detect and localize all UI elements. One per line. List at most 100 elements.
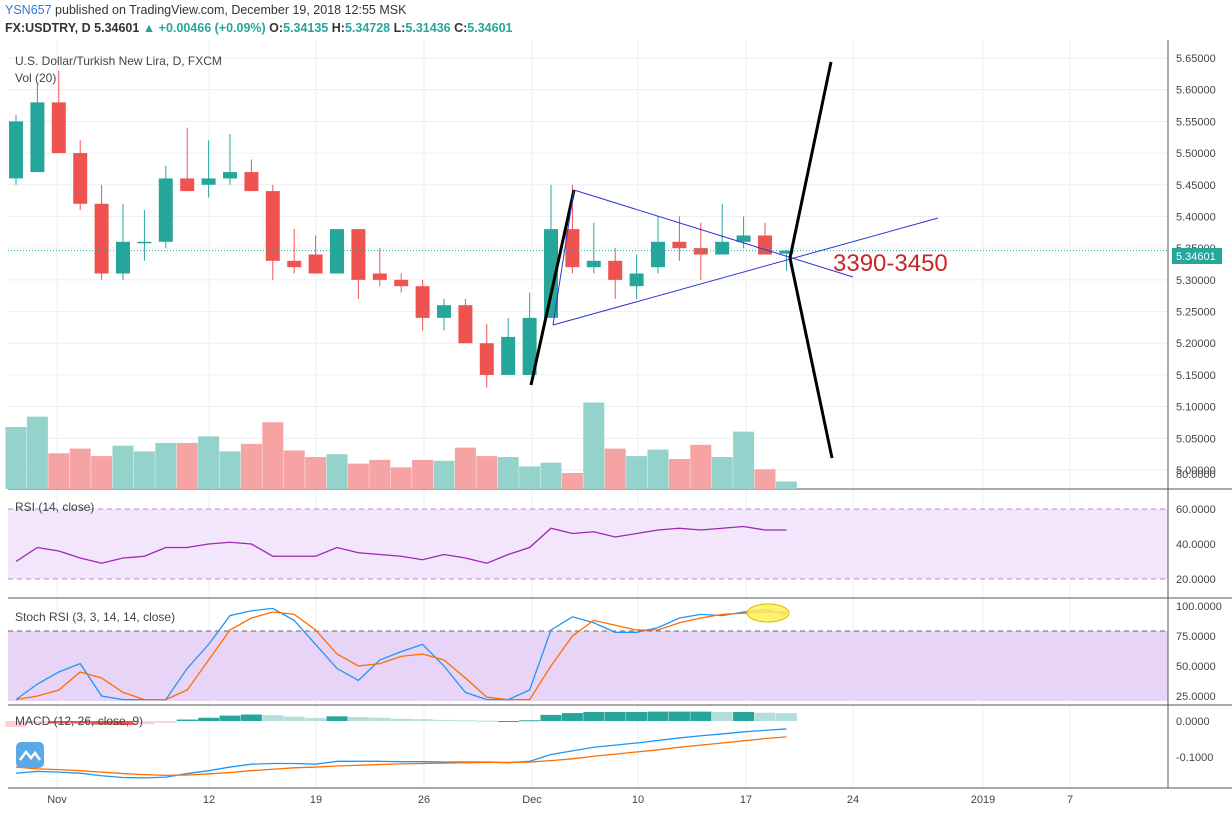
x-tick-label: 19 — [310, 794, 322, 806]
macd-histogram-bar — [198, 717, 220, 721]
macd-histogram-bar — [583, 712, 605, 721]
stoch-tick-label: 75.0000 — [1176, 631, 1216, 643]
candle-body — [137, 241, 152, 244]
open-value: 5.34135 — [283, 21, 329, 35]
macd-histogram-bar — [497, 721, 519, 722]
macd-histogram-bar — [91, 721, 113, 725]
author-link[interactable]: YSN657 — [5, 3, 52, 17]
macd-histogram-bar — [690, 711, 712, 721]
candle-body — [351, 229, 366, 280]
macd-histogram-bar — [347, 717, 369, 721]
candle-body — [180, 178, 195, 192]
macd-histogram-bar — [133, 721, 155, 725]
candle-body — [116, 241, 130, 274]
candle-body — [9, 121, 23, 179]
volume-bar — [775, 481, 797, 489]
symbol-name: FX:USDTRY, D — [5, 21, 91, 35]
macd-histogram-bar — [433, 719, 455, 721]
x-tick-label: 26 — [418, 794, 430, 806]
volume-bar — [69, 448, 91, 489]
macd-histogram-bar — [176, 719, 198, 721]
macd-histogram-bar — [48, 721, 70, 724]
candle-body — [565, 229, 580, 268]
volume-bar — [647, 449, 669, 489]
x-tick-label: Nov — [47, 794, 67, 806]
macd-histogram-bar — [26, 721, 48, 724]
target-up-line — [788, 61, 833, 259]
volume-bar — [519, 466, 541, 489]
volume-bar — [454, 447, 476, 489]
volume-bar — [433, 460, 455, 489]
volume-bar — [412, 459, 434, 489]
x-tick-label: 7 — [1067, 794, 1073, 806]
target-annotation: 3390-3450 — [833, 250, 948, 277]
y-tick-label: 5.05000 — [1176, 433, 1216, 445]
wedge-lower-line — [552, 217, 939, 326]
candle-body — [651, 241, 665, 268]
macd-histogram-bar — [454, 720, 476, 722]
highlight-ellipse — [746, 603, 790, 623]
low-label: L: — [393, 21, 406, 35]
y-tick-label: 5.30000 — [1176, 275, 1216, 287]
volume-bar — [26, 416, 48, 489]
candle-body — [608, 260, 623, 280]
volume-bar — [711, 457, 733, 489]
rsi-tick-label: 20.0000 — [1176, 574, 1216, 586]
candle-body — [244, 172, 259, 192]
volume-bar — [668, 458, 690, 489]
price-tag-bg — [1172, 248, 1222, 264]
macd-histogram-bar — [5, 721, 27, 728]
volume-bar — [733, 431, 755, 489]
logo-icon[interactable] — [16, 742, 44, 768]
macd-histogram-bar — [775, 713, 797, 721]
candle-body — [715, 241, 730, 255]
macd-histogram-bar — [711, 712, 733, 721]
rsi-title: RSI (14, close) — [15, 500, 94, 514]
stoch-d-line — [15, 611, 787, 701]
volume-bar — [176, 442, 198, 489]
main-chart-title: U.S. Dollar/Turkish New Lira, D, FXCM — [15, 54, 222, 68]
macd-signal-line — [15, 736, 787, 777]
stoch-rsi-title: Stoch RSI (3, 3, 14, 14, close) — [15, 610, 175, 624]
axes: Nov 12 19 26 Dec 10 17 24 2019 7 5.65000 5.60000 5.5… — [47, 53, 1222, 806]
y-tick-label: 5.45000 — [1176, 180, 1216, 192]
macd-histogram-bar — [519, 720, 541, 722]
macd-histogram-bar — [390, 718, 412, 721]
stoch-tick-label: 25.0000 — [1176, 691, 1216, 703]
candle-body — [223, 172, 237, 179]
candle-body — [287, 260, 302, 268]
volume-bar — [198, 436, 220, 489]
candle-body — [394, 279, 409, 287]
y-tick-label: 5.25000 — [1176, 307, 1216, 319]
y-tick-label: 5.60000 — [1176, 85, 1216, 97]
volume-bar — [5, 426, 27, 489]
stoch-tick-label: 50.0000 — [1176, 661, 1216, 673]
target-down-line — [788, 257, 834, 459]
macd-line — [15, 728, 787, 779]
macd-histogram-bar — [540, 714, 562, 721]
high-label: H: — [331, 21, 345, 35]
volume-bar — [604, 448, 626, 489]
wedge-left-line — [552, 189, 575, 326]
volume-bar — [347, 463, 369, 489]
macd-histogram-bar — [155, 721, 177, 723]
volume-bar — [155, 442, 177, 489]
macd-histogram-bar — [112, 721, 134, 725]
macd-histogram-bar — [240, 714, 262, 721]
rsi-line — [15, 525, 787, 564]
macd-histogram-bar — [668, 711, 690, 721]
wedge-upper-line — [573, 189, 854, 278]
last-price: 5.34601 — [94, 21, 140, 35]
volume-bar — [690, 444, 712, 489]
x-tick-label: Dec — [522, 794, 542, 806]
stoch-band — [8, 631, 1168, 701]
volume-label: Vol (20) — [15, 71, 56, 85]
x-tick-label: 10 — [632, 794, 644, 806]
candle-body — [73, 153, 88, 204]
candle-body — [736, 235, 751, 242]
macd-histogram-bar — [604, 712, 626, 721]
macd-histogram-bar — [626, 712, 648, 721]
logo-mark — [19, 749, 42, 761]
publish-info: YSN657 published on TradingView.com, Dec… — [5, 3, 406, 17]
